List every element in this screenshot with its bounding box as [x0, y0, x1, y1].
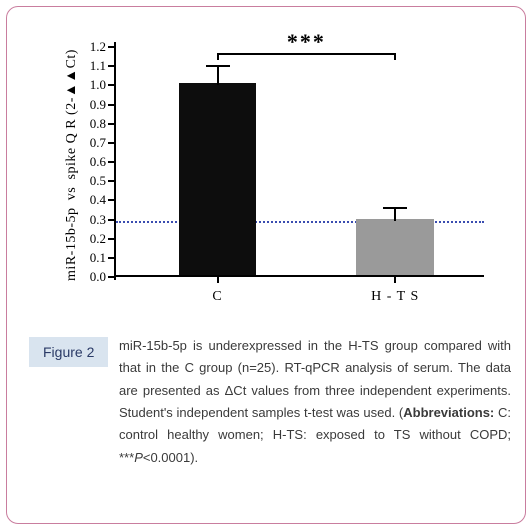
y-tick [108, 104, 114, 106]
error-bar-cap [383, 207, 407, 209]
y-tick-label: 0.0 [70, 269, 106, 285]
caption-text: <0.0001). [143, 450, 198, 465]
significance-bracket-drop [394, 53, 396, 61]
figure-caption: miR-15b-5p is underexpressed in the H-TS… [119, 335, 511, 469]
y-tick-label: 0.3 [70, 212, 106, 228]
y-tick-label: 0.7 [70, 135, 106, 151]
y-tick [108, 180, 114, 182]
y-tick-label: 0.5 [70, 173, 106, 189]
x-tick [217, 277, 219, 283]
y-tick [108, 142, 114, 144]
x-axis-line [114, 275, 484, 277]
caption-text: independent samples t-test was used. ( [177, 405, 404, 420]
y-tick-label: 1.0 [70, 77, 106, 93]
error-bar-stem [394, 208, 396, 221]
y-tick-label: 0.1 [70, 250, 106, 266]
y-tick [108, 276, 114, 278]
bar-chart: 0.00.10.20.30.40.50.60.70.80.91.01.11.2C… [114, 47, 484, 277]
x-tick-label: H - T S [371, 289, 419, 305]
y-tick-label: 0.2 [70, 231, 106, 247]
error-bar-stem [217, 66, 219, 85]
y-tick [108, 257, 114, 259]
y-tick [108, 219, 114, 221]
pvalue-letter: P [134, 450, 143, 465]
significance-bracket-drop [217, 53, 219, 61]
x-tick [394, 277, 396, 283]
y-tick-label: 1.2 [70, 39, 106, 55]
y-tick-label: 0.4 [70, 192, 106, 208]
bar [356, 219, 434, 275]
figure-label-badge: Figure 2 [29, 337, 108, 367]
y-tick [108, 65, 114, 67]
y-tick [108, 199, 114, 201]
y-tick [108, 123, 114, 125]
x-tick-label: C [212, 289, 222, 305]
significance-stars: *** [287, 29, 326, 55]
y-tick-label: 0.8 [70, 116, 106, 132]
y-tick-label: 1.1 [70, 58, 106, 74]
y-tick [108, 84, 114, 86]
bar [179, 83, 257, 275]
y-tick-label: 0.9 [70, 97, 106, 113]
y-tick [108, 238, 114, 240]
abbreviations-label: Abbreviations: [403, 405, 494, 420]
y-tick [108, 46, 114, 48]
y-tick [108, 161, 114, 163]
y-axis-line [114, 42, 116, 280]
y-tick-label: 0.6 [70, 154, 106, 170]
error-bar-cap [206, 65, 230, 67]
caption-text: miR-15b-5p is underexpressed in the H-TS… [119, 338, 418, 353]
